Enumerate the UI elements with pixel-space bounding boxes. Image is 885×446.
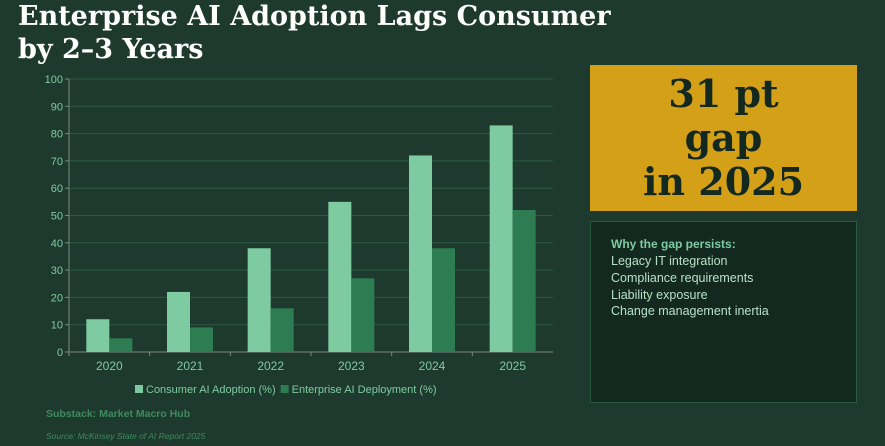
credit: Substack: Market Macro Hub xyxy=(46,408,191,420)
bar-consumer-2023 xyxy=(328,201,352,352)
gap-callout: 31 pt gap in 2025 xyxy=(590,65,857,211)
callout-line: 31 pt xyxy=(668,71,779,116)
bar-enterprise-2021 xyxy=(190,327,213,352)
bar-consumer-2024 xyxy=(409,155,432,352)
callout-line: in 2025 xyxy=(642,159,805,204)
bar-consumer-2022 xyxy=(247,248,271,352)
y-tick-label: 80 xyxy=(51,129,63,141)
x-tick-label: 2021 xyxy=(177,359,204,373)
bar-consumer-2025 xyxy=(489,125,513,352)
y-tick-label: 10 xyxy=(51,320,63,332)
why-item: Change management inertia xyxy=(611,304,769,318)
bar-enterprise-2025 xyxy=(512,210,536,352)
source-note: Source: McKinsey State of AI Report 2025 xyxy=(46,431,206,441)
why-item: Compliance requirements xyxy=(611,271,754,285)
legend-swatch xyxy=(135,385,143,393)
bar-enterprise-2020 xyxy=(109,338,133,352)
why-item: Legacy IT integration xyxy=(611,254,728,268)
y-tick-label: 0 xyxy=(57,347,63,359)
bar-consumer-2020 xyxy=(86,319,110,352)
why-item: Liability exposure xyxy=(611,288,708,302)
y-tick-label: 70 xyxy=(51,156,63,168)
callout-line: gap xyxy=(684,115,763,160)
why-panel: Why the gap persists: Legacy IT integrat… xyxy=(590,221,857,403)
x-tick-label: 2025 xyxy=(499,359,526,373)
x-tick-label: 2023 xyxy=(338,359,365,373)
bar-consumer-2021 xyxy=(167,291,190,352)
bar-enterprise-2023 xyxy=(351,278,375,352)
x-tick-label: 2020 xyxy=(96,359,123,373)
x-tick-label: 2022 xyxy=(257,359,284,373)
chart-title: Enterprise AI Adoption Lags Consumer by … xyxy=(18,1,611,65)
why-heading: Why the gap persists: xyxy=(611,237,736,251)
y-tick-label: 30 xyxy=(51,265,63,277)
y-tick-label: 50 xyxy=(51,211,63,223)
x-tick-label: 2024 xyxy=(419,359,446,373)
y-tick-label: 90 xyxy=(51,101,63,113)
legend-swatch xyxy=(280,385,289,393)
bar-enterprise-2022 xyxy=(270,308,294,352)
y-tick-label: 20 xyxy=(51,292,63,304)
y-tick-label: 40 xyxy=(51,238,63,250)
legend-label: Enterprise AI Deployment (%) xyxy=(292,384,437,396)
y-tick-label: 100 xyxy=(45,74,63,86)
y-tick-label: 60 xyxy=(51,183,63,195)
bar-enterprise-2024 xyxy=(432,248,455,352)
legend-label: Consumer AI Adoption (%) xyxy=(146,384,276,396)
